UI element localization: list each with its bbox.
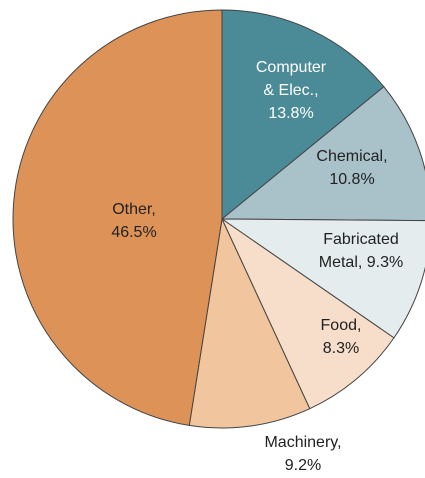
pie-slice: [220, 218, 425, 339]
slice-label: 8.3%: [323, 340, 359, 357]
slice-label: 9.2%: [285, 457, 321, 474]
slice-label: Metal, 9.3%: [319, 254, 403, 271]
pie-slice: [220, 86, 425, 222]
slice-label: 13.8%: [268, 105, 313, 122]
pie-slice: [12, 9, 223, 426]
pie-slice: [221, 9, 385, 221]
slice-label: & Elec.,: [263, 82, 318, 99]
slice-label: Other,: [112, 201, 156, 218]
slice-label: Chemical,: [316, 148, 387, 165]
slice-label: Fabricated: [323, 231, 399, 248]
slice-label: Food,: [321, 317, 362, 334]
slice-label: Machinery,: [264, 434, 341, 451]
pie-slice: [188, 217, 311, 429]
pie-slice: [220, 217, 395, 410]
slice-label: Computer: [256, 59, 327, 76]
slice-label: 10.8%: [329, 171, 374, 188]
slice-label: 46.5%: [111, 224, 156, 241]
